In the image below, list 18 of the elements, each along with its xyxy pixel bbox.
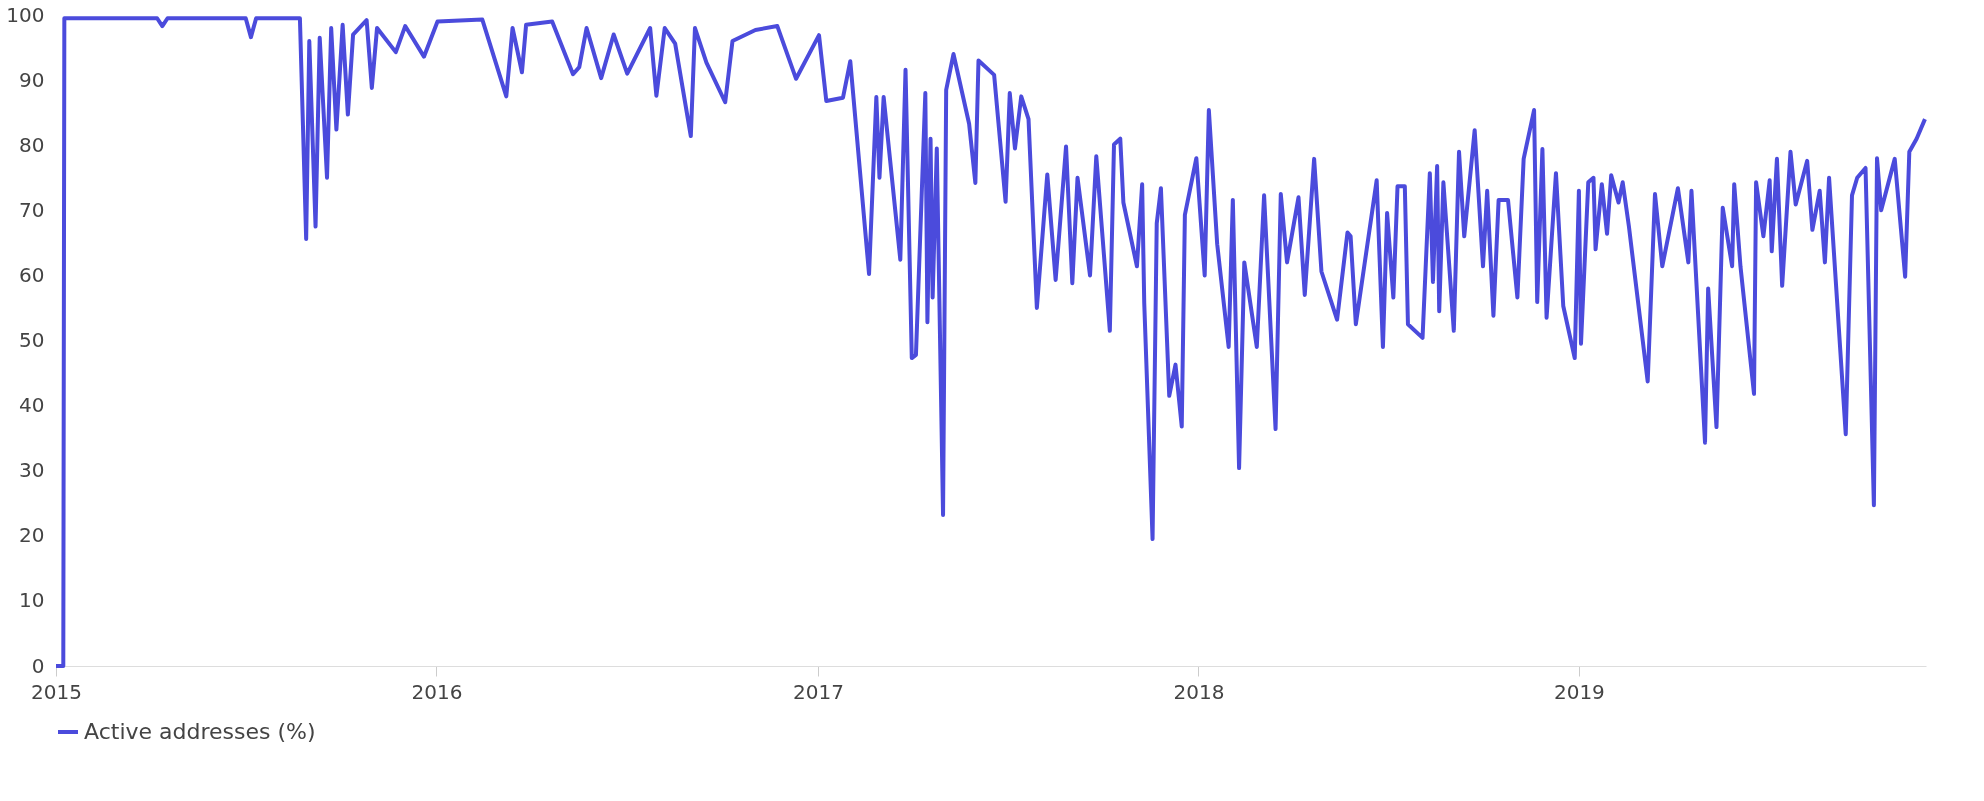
- legend-label: Active addresses (%): [84, 719, 316, 744]
- y-tick-label: 60: [19, 262, 45, 287]
- y-tick-label: 80: [19, 132, 45, 157]
- x-tick-label: 2016: [411, 679, 463, 704]
- y-tick-label: 50: [19, 328, 45, 352]
- y-tick-label: 20: [19, 523, 45, 548]
- x-tick-label: 2015: [31, 679, 82, 704]
- y-tick-label: 40: [19, 393, 45, 418]
- y-tick-label: 30: [19, 458, 45, 483]
- line-series: [54, 16, 1927, 668]
- x-tick-label: 2018: [1173, 679, 1225, 704]
- y-tick-label: 10: [19, 588, 45, 613]
- x-tick-label: 2017: [793, 679, 844, 704]
- y-tick-label: 0: [31, 653, 45, 678]
- y-tick-label: 90: [19, 67, 45, 92]
- x-tick-label: 2019: [1553, 679, 1605, 704]
- y-tick-label: 70: [19, 197, 45, 222]
- y-tick-label: 100: [6, 2, 45, 27]
